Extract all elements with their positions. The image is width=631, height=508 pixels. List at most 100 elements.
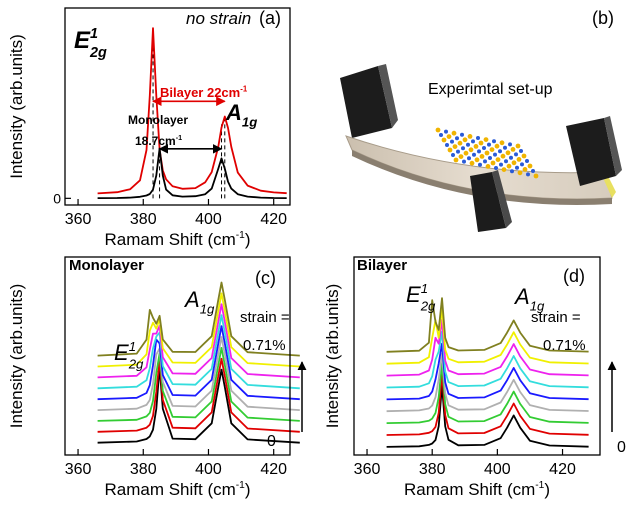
lattice-atom [460, 133, 464, 137]
lattice-atom [511, 147, 516, 152]
lattice-atom [466, 143, 470, 147]
lattice-atom [483, 159, 487, 163]
lattice-atom [442, 138, 447, 143]
lattice-atom [450, 140, 454, 144]
lattice-atom [447, 134, 452, 139]
annotation-text: E [74, 27, 91, 54]
lattice-atom [507, 164, 512, 169]
lattice-atom [502, 167, 507, 172]
lattice-atom [474, 144, 479, 149]
x-tick-label: 380 [419, 461, 446, 478]
annotation-text: A [183, 287, 200, 312]
lattice-atom [494, 166, 498, 170]
y-axis-label: Intensity (arb.units) [323, 284, 342, 429]
lattice-atom [482, 146, 486, 150]
lattice-atom [528, 164, 533, 169]
lattice-atom [495, 144, 500, 149]
lattice-atom [452, 131, 457, 136]
lattice-atom [508, 142, 512, 146]
lattice-atom [522, 154, 527, 159]
lattice-atom [467, 156, 471, 160]
x-axis-label-sup: -1 [236, 230, 245, 241]
lattice-atom [516, 144, 521, 149]
lattice-atom [490, 147, 495, 152]
x-tick-label: 360 [65, 211, 92, 228]
annotation: 0 [267, 433, 276, 450]
annotation-text: Monolayer [128, 113, 188, 127]
annotation: E1 2g [74, 26, 107, 61]
lattice-atom [500, 140, 505, 145]
lattice-atom [486, 164, 491, 169]
lattice-atom [514, 152, 518, 156]
lattice-atom [485, 151, 490, 156]
lattice-atom [477, 149, 481, 153]
annotation-sub: 2g [89, 45, 107, 61]
lattice-atom [475, 157, 480, 162]
x-tick-label: 400 [195, 461, 222, 478]
annotation: E12g [114, 339, 144, 372]
annotation-text: 0.71% [243, 337, 286, 354]
annotation: Bilayer [357, 257, 407, 274]
lattice-atom [458, 141, 463, 146]
annotation-text: (c) [255, 268, 276, 288]
spectrum-line [98, 28, 287, 193]
lattice-atom [459, 154, 464, 159]
lattice-atom [523, 167, 528, 172]
x-tick-label: 420 [260, 461, 287, 478]
x-axis-label-text: Ramam Shift (cm [404, 480, 535, 499]
figure: (b) Experimtal set-up 360 380 400 420 0 Ramam S… [0, 0, 631, 508]
lattice-atom [492, 139, 496, 143]
annotation-sup: -1 [240, 85, 248, 94]
x-tick-label: 420 [549, 461, 576, 478]
lattice-atom [470, 161, 475, 166]
lattice-atom [464, 151, 469, 156]
lattice-atom [472, 153, 476, 157]
lattice-atom [493, 153, 497, 157]
annotation: Monolayer [128, 113, 188, 127]
annotation-text: A [225, 100, 242, 125]
x-tick-label: 360 [354, 461, 381, 478]
lattice-atom [525, 159, 529, 163]
x-axis-label-text: Ramam Shift (cm [104, 480, 235, 499]
lattice-atom [498, 149, 502, 153]
y-tick-label: 0 [53, 190, 61, 206]
annotation-sup: 1 [90, 26, 98, 42]
y-axis-label: Intensity (arb.units) [7, 284, 26, 429]
lattice-atom [518, 170, 523, 175]
spectrum-line [387, 385, 589, 447]
lattice-atom [455, 136, 459, 140]
annotation: (c) [255, 268, 276, 288]
lattice-atom [471, 139, 475, 143]
annotation-text: strain = [531, 309, 581, 326]
lattice-atom [520, 162, 524, 166]
annotation: (d) [563, 266, 585, 286]
lattice-atom [509, 156, 513, 160]
annotation: 0 [617, 439, 626, 456]
annotation-text: 0.71% [543, 337, 586, 354]
annotation: strain = [531, 309, 581, 326]
annotation-sup: 1 [129, 339, 136, 354]
setup-title: Experimtal set-up [428, 81, 553, 98]
lattice-atom [515, 166, 519, 170]
annotation-sup: -1 [176, 133, 182, 142]
annotation: A1g [183, 287, 215, 317]
annotation: no strain [186, 9, 251, 28]
lattice-atom [436, 128, 441, 133]
annotation-text: Monolayer [69, 257, 144, 274]
lattice-atom [484, 137, 489, 142]
lattice-atom [468, 134, 473, 139]
lattice-atom [517, 157, 522, 162]
lattice-atom [534, 174, 539, 179]
annotation-sub: 1g [200, 302, 215, 317]
lattice-atom [445, 143, 449, 147]
lattice-atom [439, 133, 443, 137]
x-tick-label: 380 [130, 461, 157, 478]
lattice-atom [503, 146, 507, 150]
lattice-atom [496, 157, 501, 162]
x-tick-label: 360 [65, 461, 92, 478]
annotation: E12g [406, 281, 436, 314]
panel-label: (b) [592, 8, 614, 28]
plot-frame [354, 257, 600, 455]
lattice-atom [463, 137, 468, 142]
annotation-text: (a) [259, 8, 281, 28]
